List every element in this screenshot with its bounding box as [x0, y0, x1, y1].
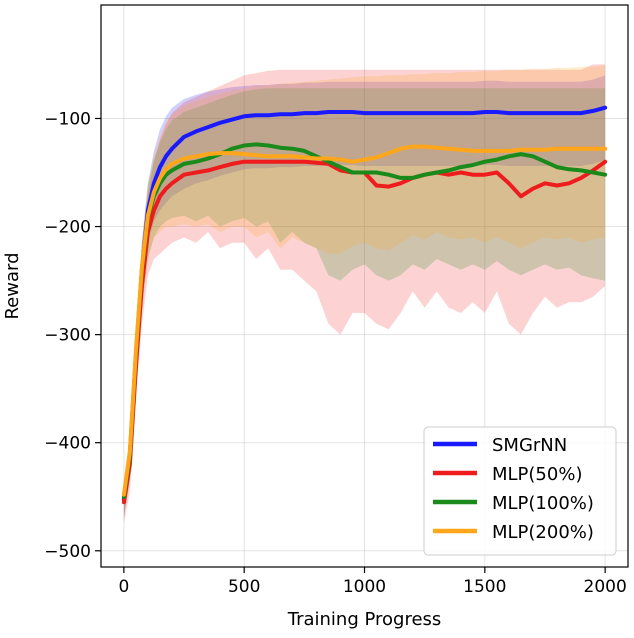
- y-tick-label: −100: [44, 109, 91, 129]
- y-tick-label: −500: [44, 542, 91, 562]
- x-tick-label: 0: [118, 577, 129, 597]
- band-mlp-50-: [123, 64, 606, 524]
- band-mlp-100-: [123, 88, 606, 517]
- y-tick-label: −200: [44, 218, 91, 238]
- y-tick-label: −400: [44, 434, 91, 454]
- x-tick-label: 2000: [584, 577, 627, 597]
- line-mlp-50-: [121, 159, 608, 505]
- band-mlp-200-: [123, 65, 606, 514]
- series-lines: [121, 105, 608, 505]
- band-smgrnn: [123, 75, 606, 519]
- legend-box: [423, 426, 617, 556]
- y-axis-label: Reward: [2, 252, 23, 319]
- legend-label: MLP(100%): [492, 493, 594, 514]
- legend-label: SMGrNN: [492, 435, 567, 456]
- legend-label: MLP(200%): [492, 522, 594, 543]
- x-axis-label: Training Progress: [287, 609, 442, 630]
- confidence-bands: [123, 64, 606, 524]
- legend: SMGrNN MLP(50%) MLP(100%) MLP(200%): [423, 426, 617, 556]
- x-tick-label: 500: [228, 577, 260, 597]
- axis-ticks: 0 500 1000 1500 2000 −100 −200 −300 −400 −500: [44, 109, 626, 597]
- y-tick-label: −300: [44, 326, 91, 346]
- x-tick-label: 1000: [343, 577, 386, 597]
- line-smgrnn: [121, 105, 608, 501]
- x-tick-label: 1500: [463, 577, 506, 597]
- line-mlp-200-: [121, 144, 608, 497]
- legend-label: MLP(50%): [492, 464, 582, 485]
- plot-frame: [100, 4, 629, 568]
- line-mlp-100-: [121, 142, 608, 499]
